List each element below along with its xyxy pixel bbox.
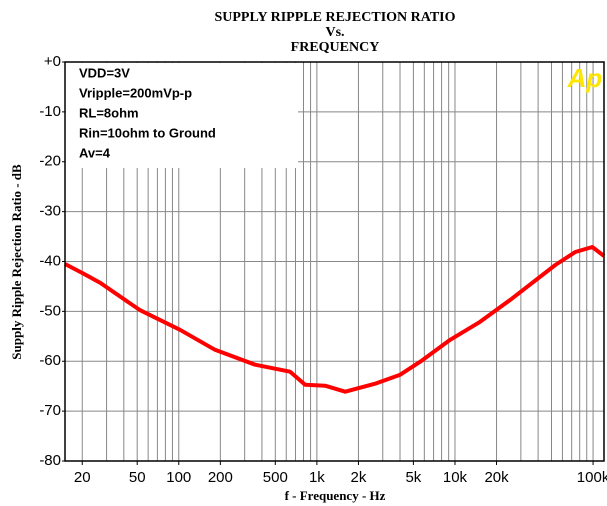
y-tick-label: -20	[39, 153, 61, 170]
y-tick-label: -40	[39, 252, 61, 269]
x-tick-label: 20	[74, 469, 91, 486]
annotation: RL=8ohm	[79, 105, 139, 120]
x-tick-label: 5k	[405, 469, 421, 486]
y-tick-label: -30	[39, 203, 61, 220]
x-tick-label: 200	[208, 469, 233, 486]
x-tick-label: 50	[129, 469, 146, 486]
annotation: VDD=3V	[79, 65, 130, 80]
y-tick-label: -10	[39, 103, 61, 120]
y-axis-label: Supply Ripple Rejection Ratio - dB	[9, 164, 24, 360]
y-tick-label: -50	[39, 302, 61, 319]
chart-title: FREQUENCY	[291, 40, 380, 55]
logo: Ap	[567, 63, 603, 93]
annotation: Av=4	[79, 145, 111, 160]
y-tick-label: +0	[44, 53, 61, 70]
annotation: Vripple=200mVp-p	[79, 85, 192, 100]
x-tick-label: 500	[263, 469, 288, 486]
chart-title: Vs.	[325, 25, 344, 40]
y-tick-label: -80	[39, 452, 61, 469]
annotation-box	[66, 63, 298, 168]
plot	[64, 245, 606, 394]
x-tick-label: 20k	[484, 469, 509, 486]
chart-title: SUPPLY RIPPLE REJECTION RATIO	[214, 10, 455, 25]
plot-frame	[64, 61, 605, 462]
x-tick-label: 100k	[577, 469, 607, 486]
x-tick-label: 100	[166, 469, 191, 486]
data-line	[64, 245, 606, 394]
y-tick-label: -70	[39, 402, 61, 419]
x-tick-label: 2k	[351, 469, 367, 486]
x-axis-label: f - Frequency - Hz	[285, 488, 386, 503]
annotation: Rin=10ohm to Ground	[79, 125, 216, 140]
x-tick-label: 10k	[443, 469, 468, 486]
x-tick-label: 1k	[309, 469, 325, 486]
y-tick-label: -60	[39, 352, 61, 369]
